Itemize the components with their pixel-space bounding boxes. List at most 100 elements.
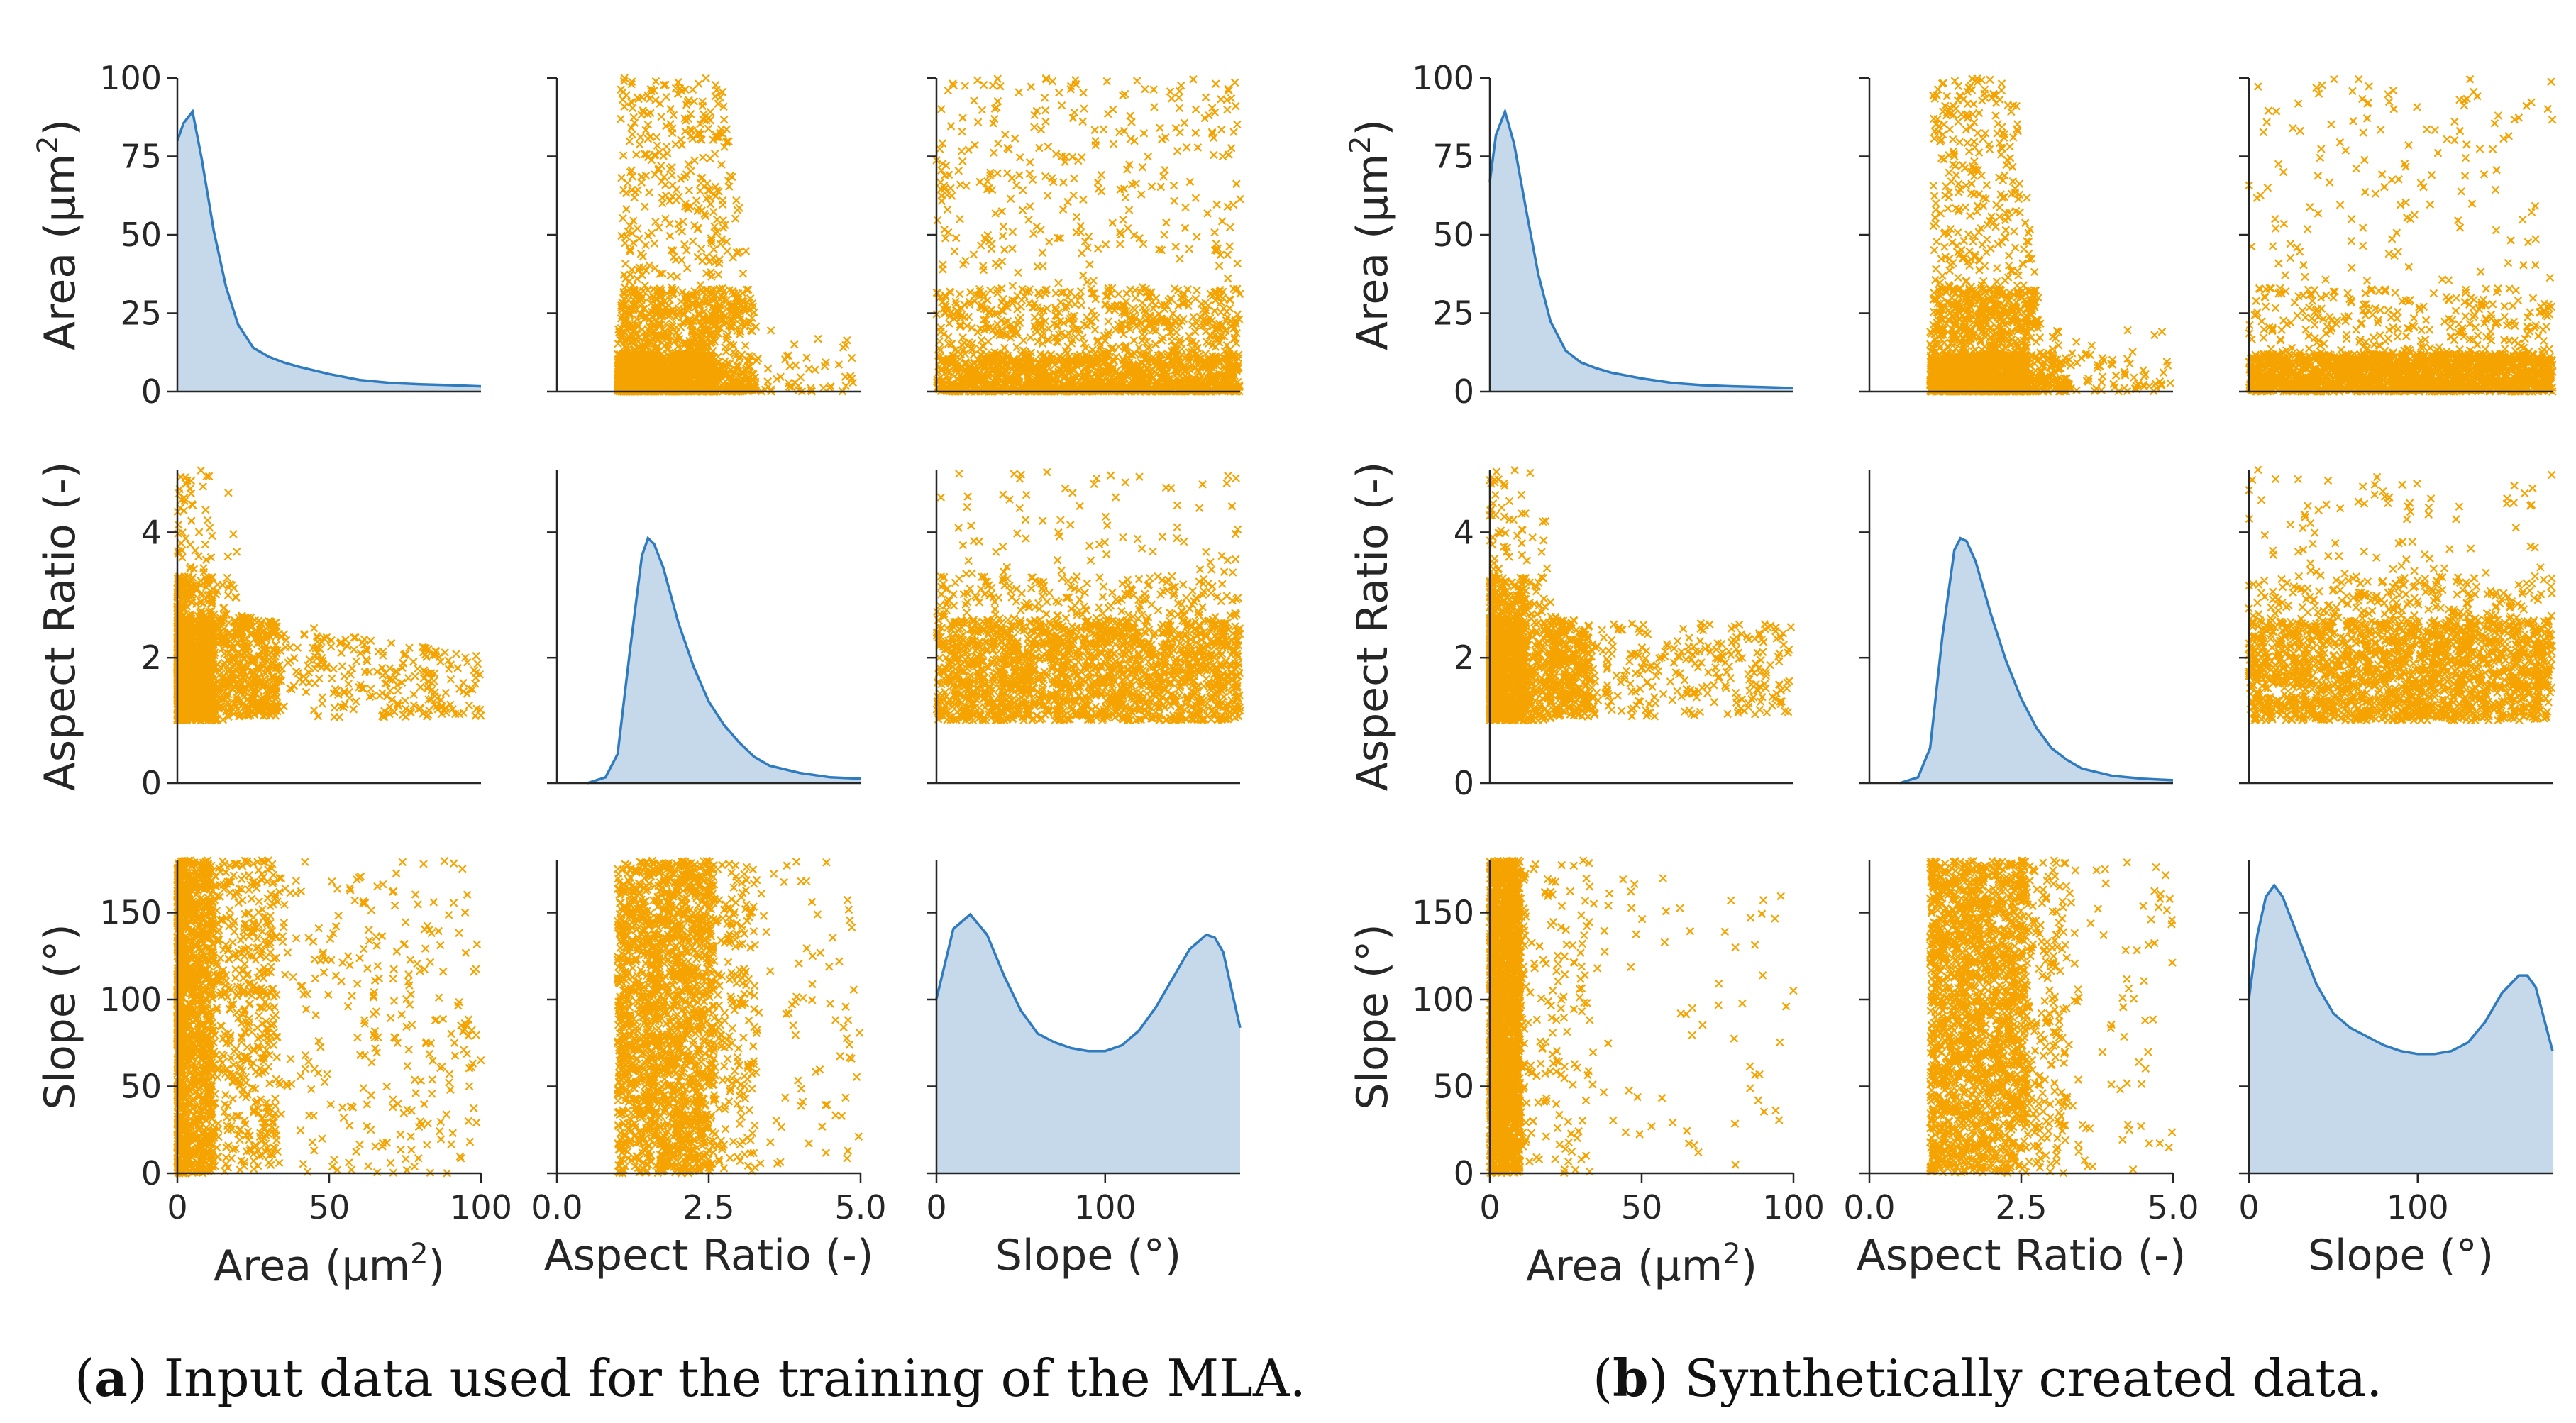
- kde-line-slope: [935, 912, 1242, 1053]
- kde-fill-area: [177, 111, 481, 392]
- kde-line-area: [176, 109, 482, 388]
- kde-line-slope: [2248, 883, 2554, 1056]
- kde-fill-slope: [936, 914, 1240, 1173]
- kde-fill-slope: [2249, 885, 2553, 1173]
- y-axis-label-area-superscript: 2: [1344, 135, 1377, 153]
- subplot-area-vs-area: 0 25 50 75 100: [99, 59, 482, 411]
- y-tick-label: 2: [141, 638, 162, 677]
- y-axis-label-area-text: Area (µm: [35, 154, 85, 350]
- scatter-points: [1486, 466, 1796, 725]
- subplot-aspect-ratio-vs-aspect-ratio: [1859, 470, 2174, 785]
- subplot-area-vs-slope: [927, 74, 1244, 396]
- y-tick-label: 100: [1412, 980, 1474, 1019]
- caption-a-text: Input data used for the training of the …: [147, 1349, 1306, 1408]
- x-tick-label: 0: [167, 1188, 187, 1227]
- y-tick-label: 25: [1432, 294, 1474, 333]
- y-axis-label-area: Area (µm2): [32, 119, 85, 350]
- y-tick-label: 4: [1454, 513, 1474, 551]
- scatter-points: [613, 856, 864, 1178]
- subplot-area-vs-slope: [2239, 74, 2557, 396]
- y-axis-label-area-text: Area (µm: [1348, 154, 1398, 350]
- y-tick-label: 0: [1454, 764, 1474, 802]
- x-tick-label: 2.5: [682, 1188, 734, 1227]
- panel-a-input-data: 0 25 50 75 100 0 2 4 0 50 100 150 0 50 100 0.0 2.5 5.0 0 10…: [32, 59, 1244, 1291]
- y-tick-label: 0: [141, 1154, 162, 1192]
- y-axis-label-area-superscript: 2: [32, 135, 65, 153]
- kde-fill-area: [1490, 111, 1793, 392]
- subplot-aspect-ratio-vs-area: 0 2 4: [1454, 466, 1796, 802]
- subplot-slope-vs-slope: 0 100: [926, 860, 1242, 1227]
- x-axis-label-area-text: Area (µm: [214, 1241, 410, 1291]
- caption-b-text: Synthetically created data.: [1668, 1349, 2383, 1408]
- subplot-aspect-ratio-vs-aspect-ratio: [547, 470, 861, 785]
- kde-fill-aspect-ratio: [1899, 538, 2173, 783]
- y-axis-label-area: Area (µm2): [1344, 119, 1398, 350]
- x-tick-label: 50: [1621, 1188, 1663, 1227]
- scatter-points: [932, 74, 1244, 396]
- x-axis-label-area: Area (µm2): [1526, 1238, 1757, 1291]
- scatter-points: [173, 856, 485, 1178]
- y-tick-label: 0: [141, 372, 162, 411]
- y-tick-label: 75: [1432, 138, 1474, 176]
- subplot-aspect-ratio-vs-slope: [927, 467, 1244, 785]
- x-axis-label-area-superscript: 2: [1723, 1238, 1740, 1270]
- caption-b-label: b: [1613, 1348, 1649, 1408]
- subplot-aspect-ratio-vs-area: 0 2 4: [141, 466, 485, 802]
- y-tick-label: 100: [99, 59, 162, 97]
- subplot-slope-vs-aspect-ratio: 0.0 2.5 5.0: [1843, 856, 2199, 1227]
- scatter-points: [2245, 465, 2557, 725]
- scatter-points: [1925, 74, 2174, 396]
- y-tick-label: 150: [1412, 894, 1474, 932]
- y-tick-label: 50: [1432, 216, 1474, 254]
- x-tick-label: 50: [309, 1188, 350, 1227]
- subplot-slope-vs-area: 0 50 100 150 0 50 100: [99, 856, 512, 1227]
- subplot-area-vs-area: 0 25 50 75 100: [1412, 59, 1794, 411]
- kde-line-aspect-ratio: [587, 536, 861, 785]
- caption-a-label: a: [94, 1348, 128, 1408]
- y-tick-label: 50: [120, 1068, 162, 1106]
- y-tick-label: 0: [141, 764, 162, 802]
- y-tick-label: 75: [120, 138, 162, 176]
- scatter-points: [1925, 856, 2177, 1178]
- y-tick-label: 150: [99, 894, 162, 932]
- x-axis-label-aspect-ratio: Aspect Ratio (-): [544, 1231, 873, 1280]
- caption-b: (b) Synthetically created data.: [1593, 1348, 2383, 1408]
- x-axis-label-area: Area (µm2): [214, 1238, 445, 1291]
- y-tick-label: 100: [1412, 59, 1474, 97]
- x-tick-label: 0: [926, 1188, 946, 1227]
- y-axis-label-area-paren: ): [35, 119, 85, 135]
- subplot-area-vs-aspect-ratio: [1859, 74, 2174, 396]
- y-axis-label-aspect-ratio: Aspect Ratio (-): [35, 462, 85, 791]
- scatter-points: [173, 466, 485, 725]
- x-tick-label: 0.0: [1843, 1188, 1895, 1227]
- x-axis-label-area-paren: ): [1741, 1241, 1757, 1291]
- scatter-points: [1486, 856, 1798, 1178]
- y-tick-label: 25: [120, 294, 162, 333]
- scatter-points: [2245, 74, 2557, 396]
- scatter-points: [932, 467, 1244, 725]
- y-tick-label: 100: [99, 980, 162, 1019]
- x-tick-label: 5.0: [834, 1188, 886, 1227]
- x-tick-label: 2.5: [1995, 1188, 2047, 1227]
- caption-a: (a) Input data used for the training of …: [74, 1348, 1306, 1408]
- subplot-slope-vs-slope: 0 100: [2238, 860, 2554, 1227]
- x-tick-label: 0: [2238, 1188, 2259, 1227]
- y-tick-label: 0: [1454, 1154, 1474, 1192]
- x-axis-label-slope: Slope (°): [995, 1231, 1181, 1280]
- y-tick-label: 2: [1454, 638, 1474, 677]
- x-tick-label: 0: [1479, 1188, 1500, 1227]
- y-axis-label-slope: Slope (°): [35, 924, 85, 1109]
- kde-line-aspect-ratio: [1899, 536, 2174, 785]
- x-axis-label-slope: Slope (°): [2308, 1231, 2494, 1280]
- y-axis-label-slope: Slope (°): [1348, 924, 1398, 1109]
- y-tick-label: 4: [141, 513, 162, 551]
- x-axis-label-area-paren: ): [429, 1241, 445, 1291]
- subplot-slope-vs-aspect-ratio: 0.0 2.5 5.0: [531, 856, 887, 1227]
- x-tick-label: 100: [1762, 1188, 1825, 1227]
- x-tick-label: 100: [1074, 1188, 1137, 1227]
- x-axis-label-area-text: Area (µm: [1526, 1241, 1723, 1291]
- x-axis-label-aspect-ratio: Aspect Ratio (-): [1857, 1231, 2186, 1280]
- x-tick-label: 100: [450, 1188, 512, 1227]
- x-axis-label-area-superscript: 2: [410, 1238, 428, 1270]
